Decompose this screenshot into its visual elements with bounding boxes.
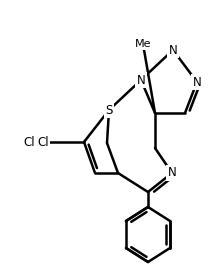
Text: N: N (169, 44, 177, 57)
Text: Me: Me (135, 39, 151, 49)
Text: S: S (105, 104, 113, 116)
Text: N: N (193, 76, 201, 89)
Text: Me: Me (135, 39, 151, 49)
Text: S: S (105, 104, 113, 116)
Text: Cl: Cl (37, 136, 49, 148)
Text: Cl: Cl (23, 136, 35, 148)
Text: N: N (169, 44, 177, 57)
Text: N: N (168, 166, 176, 179)
Text: N: N (193, 76, 201, 89)
Text: N: N (137, 73, 145, 86)
Text: N: N (137, 73, 145, 86)
Text: N: N (168, 166, 176, 179)
